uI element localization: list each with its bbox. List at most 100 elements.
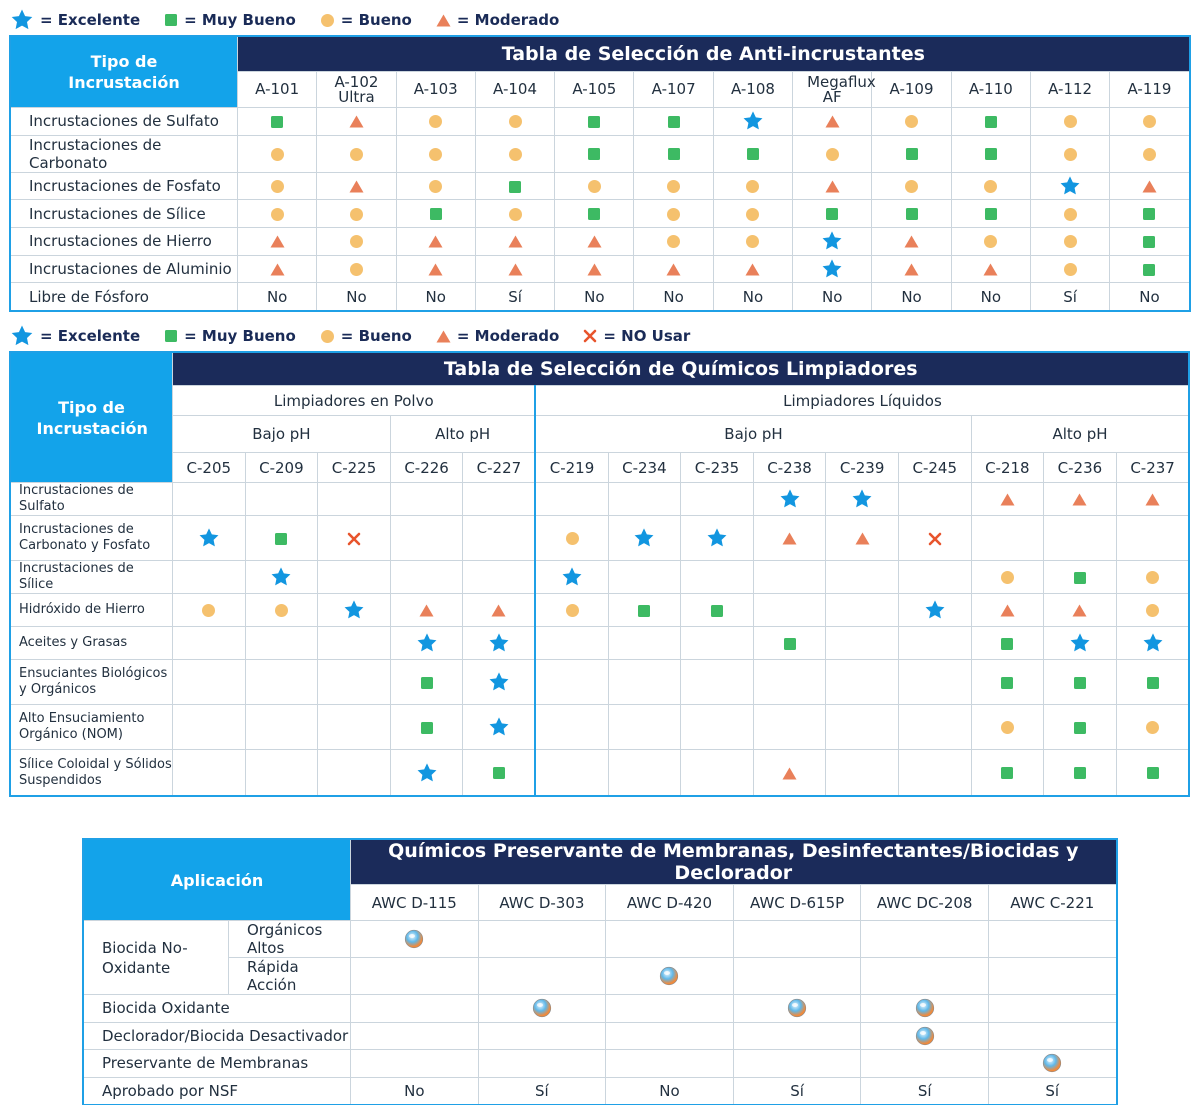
column-header: AWC D-420: [605, 884, 734, 921]
table-cell: [792, 107, 873, 136]
cross-icon: [583, 329, 597, 343]
table-cell: [477, 1049, 607, 1078]
triangle-icon: [1000, 604, 1015, 617]
table-cell: [970, 626, 1045, 660]
column-header: A-103: [395, 71, 476, 108]
column-header: C-245: [897, 452, 972, 483]
table-cell: [244, 515, 319, 561]
square-icon: [667, 147, 681, 161]
table-cell: [1109, 227, 1190, 256]
group-powder: Limpiadores en Polvo: [172, 385, 536, 416]
table-cell: [712, 171, 794, 201]
table-cell: [172, 659, 246, 705]
table-cell: Sí: [987, 1076, 1117, 1105]
table-cell: [316, 134, 397, 173]
table-title: Tabla de Selección de Anti-incrustantes: [237, 36, 1190, 72]
cell-value: No: [663, 287, 684, 306]
ball-icon: [915, 998, 935, 1018]
table-cell: [244, 704, 319, 750]
table-row: Incrustaciones de Sílice: [10, 199, 1190, 229]
table-cell: [462, 482, 536, 516]
table-cell: [1043, 482, 1117, 516]
table-row: Incrustaciones de Sílice: [10, 560, 1190, 594]
table-cell: [1115, 704, 1190, 750]
table-cell: [474, 199, 556, 229]
star-icon: [1059, 175, 1081, 197]
table-preservantes: Aplicación Químicos Preservante de Membr…: [82, 838, 1118, 1105]
table-cell: [605, 920, 734, 958]
triangle-icon: [983, 263, 998, 276]
circle-icon: [1063, 234, 1078, 249]
table-cell: [897, 560, 972, 594]
square-icon: [420, 721, 434, 735]
table-cell: [712, 227, 794, 256]
table-cell: [534, 482, 609, 516]
table-cell: [792, 227, 873, 256]
table-cell: [752, 626, 827, 660]
legend-label: = Muy Bueno: [184, 11, 296, 29]
legend-item: = Moderado: [436, 11, 559, 29]
triangle-icon: [508, 235, 523, 248]
triangle-icon: [904, 263, 919, 276]
square-icon: [508, 180, 522, 194]
table-cell: [350, 994, 479, 1023]
star-icon: [779, 488, 801, 510]
cell-value: Sí: [1063, 287, 1077, 306]
square-icon: [1142, 263, 1156, 277]
cell-value: No: [742, 287, 764, 306]
table-cell: No: [236, 282, 318, 312]
ball-icon: [404, 929, 424, 949]
triangle-icon: [782, 767, 797, 780]
corner-header: Tipo de Incrustación: [10, 352, 173, 483]
star-icon: [10, 324, 34, 348]
table-cell: [462, 659, 536, 705]
square-icon: [905, 147, 919, 161]
square-icon: [1073, 766, 1087, 780]
table-cell: [317, 626, 391, 660]
table-cell: [897, 704, 972, 750]
table-cell: No: [605, 1076, 734, 1105]
column-header: C-239: [825, 452, 899, 483]
table-cell: [474, 134, 556, 173]
triangle-icon: [825, 115, 840, 128]
square-icon: [1073, 676, 1087, 690]
table-cell: Sí: [1029, 282, 1111, 312]
column-header: A-102 Ultra: [316, 71, 397, 108]
table-cell: [477, 1021, 607, 1050]
circle-icon: [320, 13, 335, 28]
star-icon: [706, 527, 728, 549]
table-cell: [607, 482, 682, 516]
row-label: Ensuciantes Biológicos y Orgánicos: [10, 659, 173, 705]
table-cell: [534, 749, 609, 796]
table-cell: [1029, 254, 1111, 284]
table-cell: [389, 749, 464, 796]
table-cell: [1029, 134, 1111, 173]
column-header: C-235: [680, 452, 754, 483]
legend-item: = Excelente: [10, 8, 140, 32]
star-icon: [488, 632, 510, 654]
table-cell: [1109, 199, 1190, 229]
star-icon: [633, 527, 655, 549]
table-cell: [950, 107, 1031, 136]
table-cell: [1029, 227, 1111, 256]
table-cell: [680, 560, 754, 594]
table-cell: [970, 560, 1045, 594]
table-cell: [395, 254, 476, 284]
cell-value: No: [425, 287, 446, 306]
circle-icon: [1063, 147, 1078, 162]
table-row: Incrustaciones de Aluminio: [10, 254, 1190, 284]
table-cell: [633, 134, 714, 173]
table-cell: [607, 515, 682, 561]
table-cell: [554, 171, 635, 201]
table-cell: [350, 957, 479, 995]
table-cell: [554, 199, 635, 229]
table-cell: No: [712, 282, 794, 312]
ball-icon: [532, 998, 552, 1018]
circle-icon: [349, 234, 364, 249]
circle-icon: [508, 147, 523, 162]
table-cell: [987, 920, 1117, 958]
table-cell: [534, 593, 609, 627]
table-row: Incrustaciones de Hierro: [10, 227, 1190, 256]
table-cell: [605, 994, 734, 1023]
triangle-icon: [419, 604, 434, 617]
